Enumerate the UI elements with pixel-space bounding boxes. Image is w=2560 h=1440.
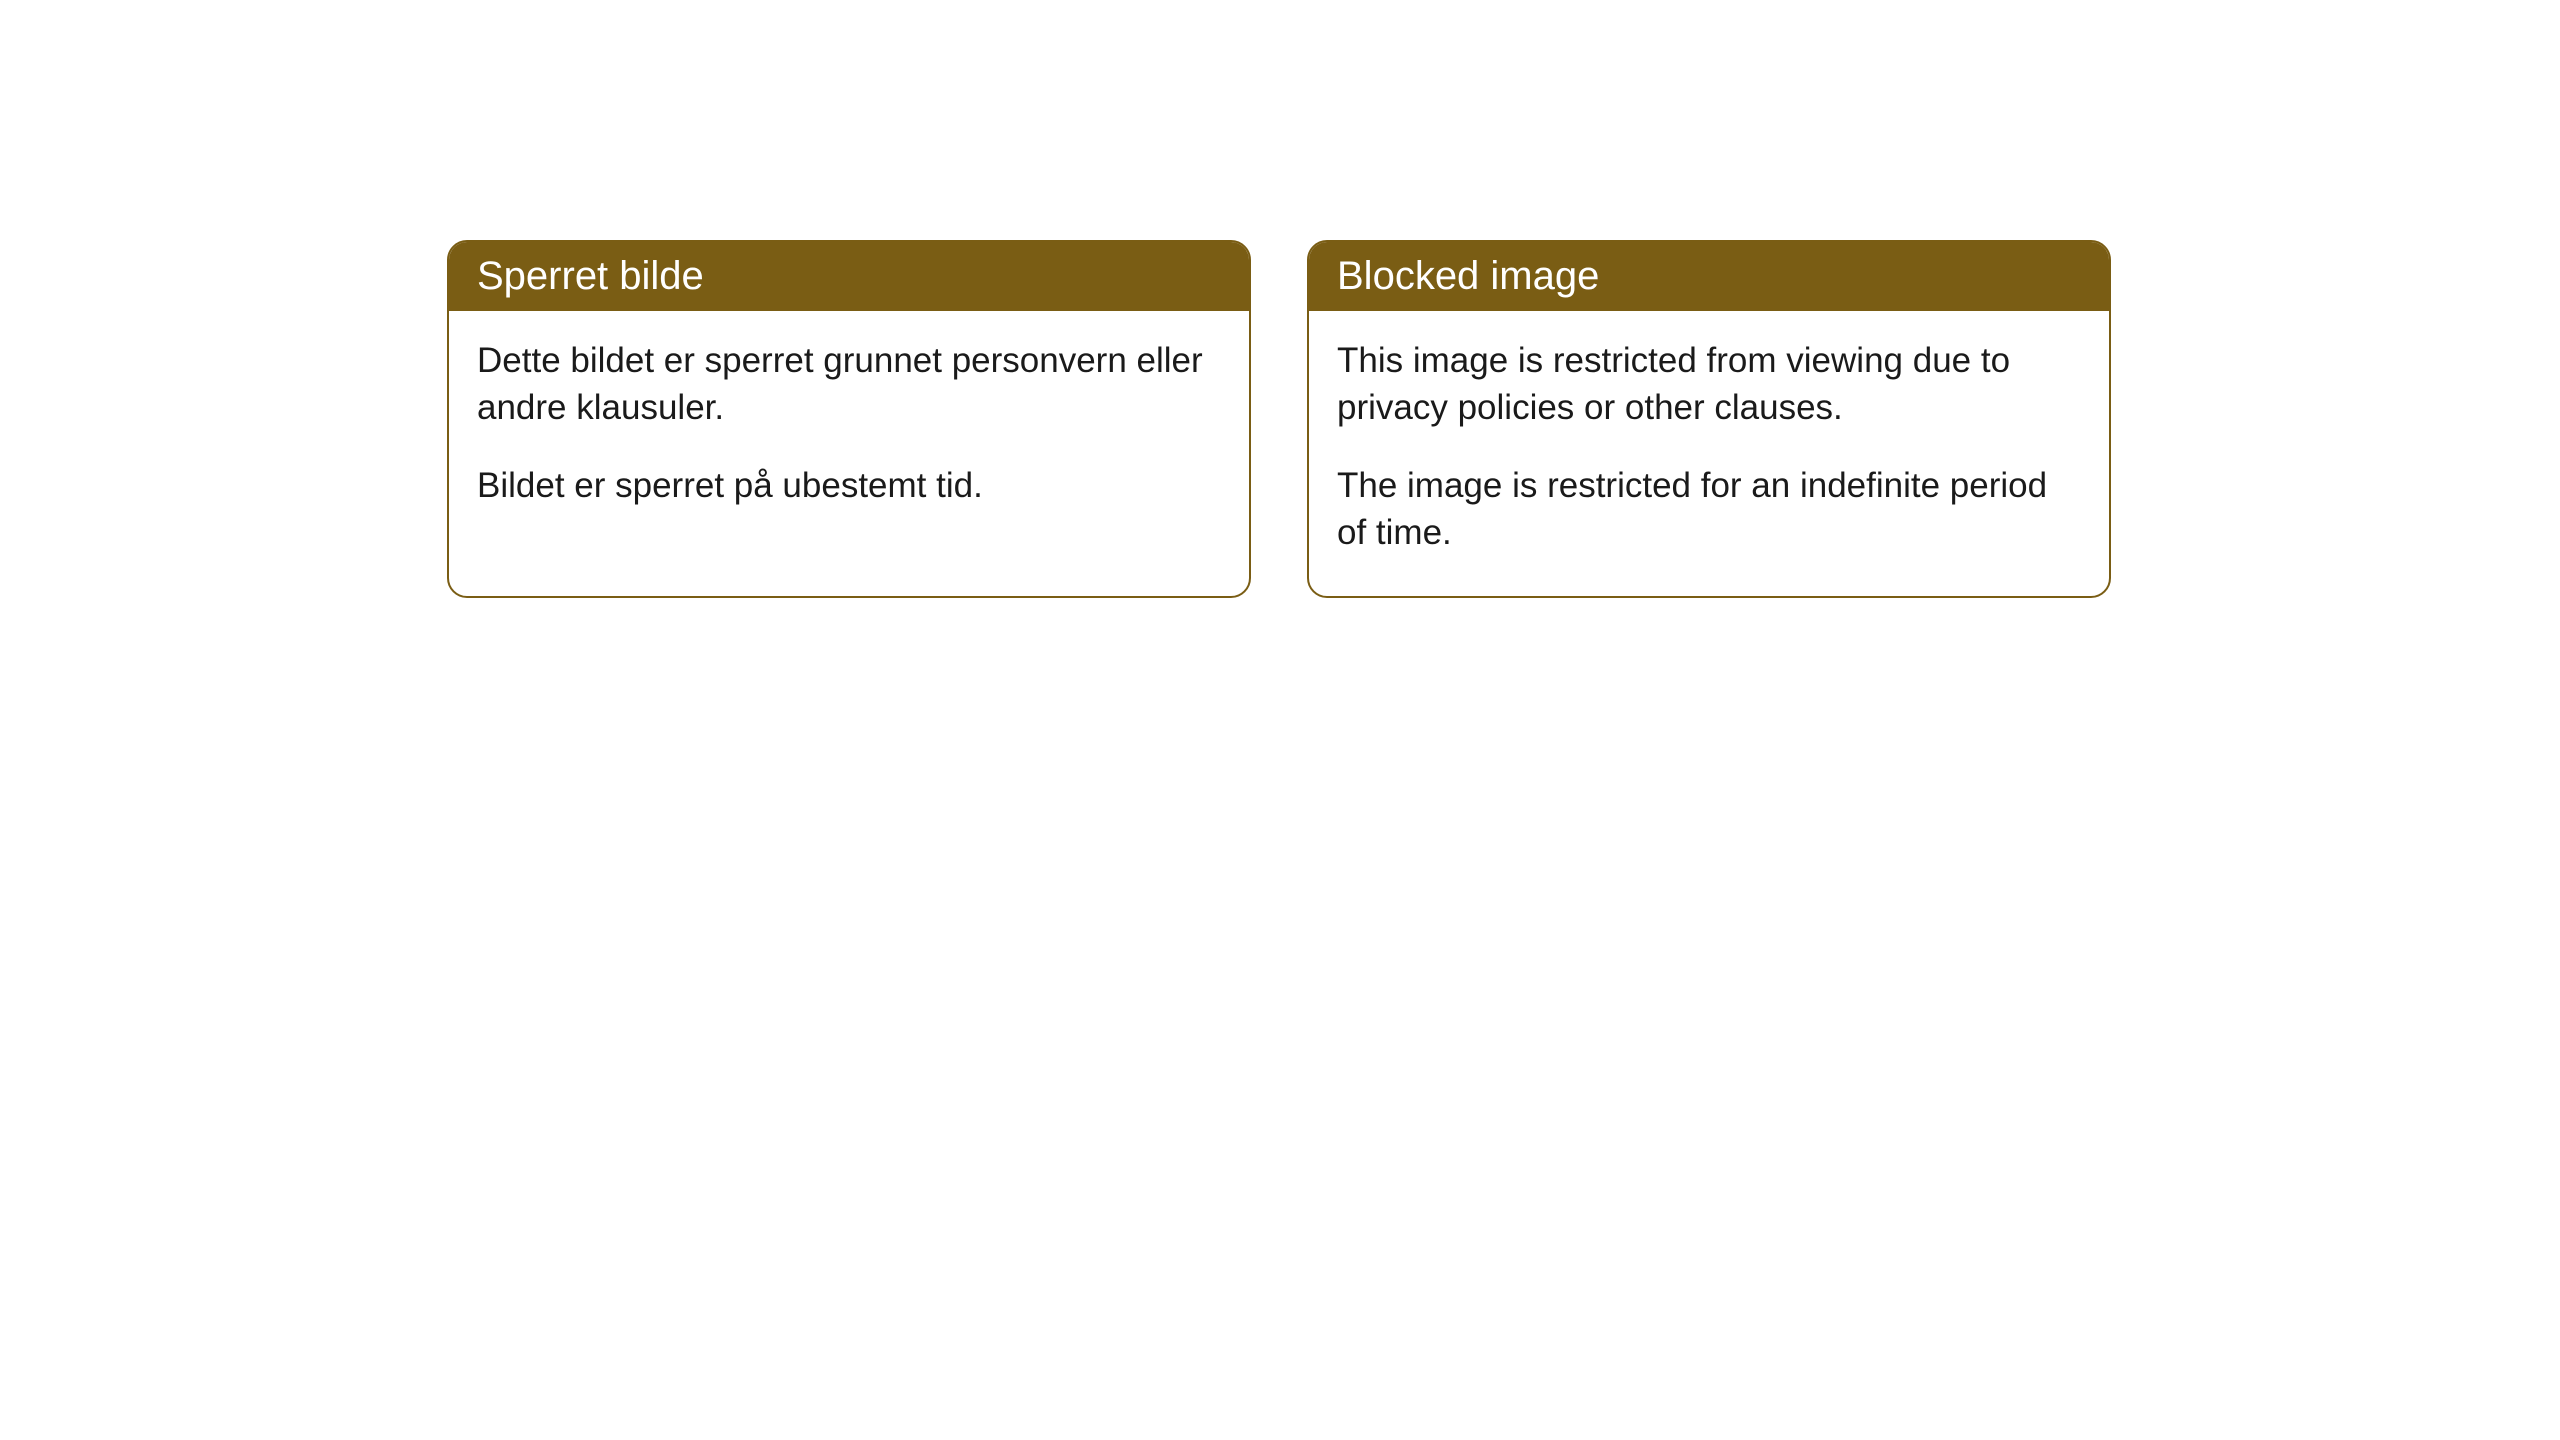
- card-body: This image is restricted from viewing du…: [1309, 311, 2109, 596]
- card-title: Sperret bilde: [477, 254, 704, 298]
- card-header: Sperret bilde: [449, 242, 1249, 311]
- card-paragraph-2: Bildet er sperret på ubestemt tid.: [477, 462, 1221, 509]
- card-paragraph-1: This image is restricted from viewing du…: [1337, 337, 2081, 432]
- blocked-image-card-english: Blocked image This image is restricted f…: [1307, 240, 2111, 598]
- card-paragraph-2: The image is restricted for an indefinit…: [1337, 462, 2081, 557]
- blocked-image-card-norwegian: Sperret bilde Dette bildet er sperret gr…: [447, 240, 1251, 598]
- card-title: Blocked image: [1337, 254, 1599, 298]
- card-paragraph-1: Dette bildet er sperret grunnet personve…: [477, 337, 1221, 432]
- card-body: Dette bildet er sperret grunnet personve…: [449, 311, 1249, 549]
- notice-cards-container: Sperret bilde Dette bildet er sperret gr…: [0, 0, 2560, 598]
- card-header: Blocked image: [1309, 242, 2109, 311]
